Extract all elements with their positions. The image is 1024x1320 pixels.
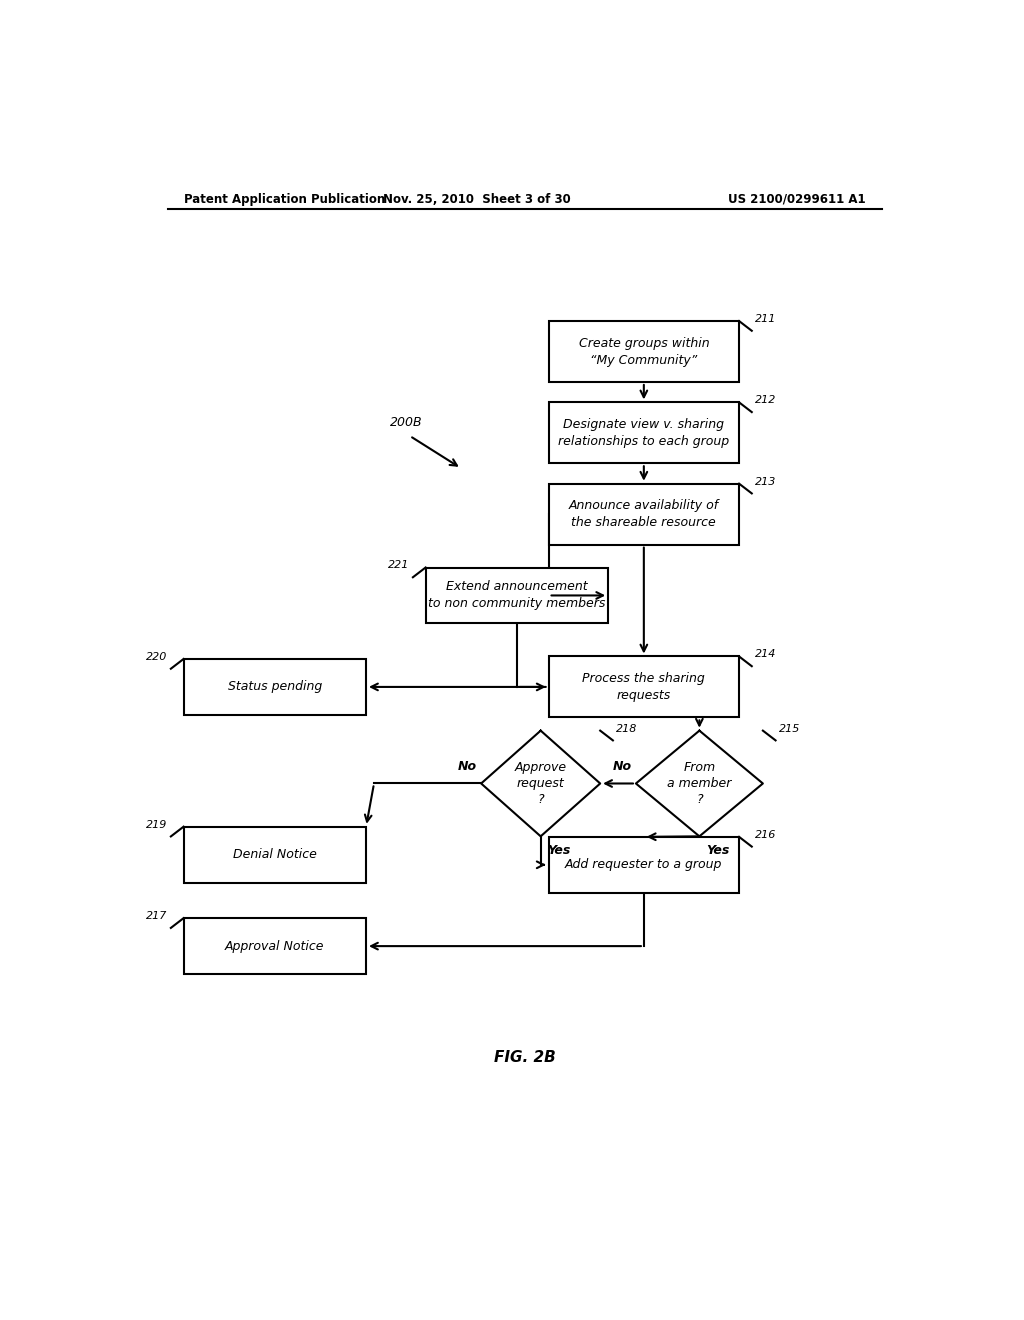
Text: Extend announcement
to non community members: Extend announcement to non community mem…: [428, 581, 605, 610]
Text: 215: 215: [778, 723, 800, 734]
Text: Add requester to a group: Add requester to a group: [565, 858, 723, 871]
Text: Designate view v. sharing
relationships to each group: Designate view v. sharing relationships …: [558, 418, 729, 447]
FancyBboxPatch shape: [183, 659, 367, 715]
Text: From
a member
?: From a member ?: [668, 762, 731, 807]
FancyBboxPatch shape: [549, 483, 739, 545]
Text: Patent Application Publication: Patent Application Publication: [183, 193, 385, 206]
Text: 221: 221: [388, 561, 410, 570]
Text: 220: 220: [146, 652, 168, 661]
Text: 200B: 200B: [390, 416, 423, 429]
Text: FIG. 2B: FIG. 2B: [494, 1051, 556, 1065]
FancyBboxPatch shape: [183, 919, 367, 974]
Text: Process the sharing
requests: Process the sharing requests: [583, 672, 706, 702]
Text: No: No: [612, 760, 632, 774]
Text: 217: 217: [146, 911, 168, 921]
Text: No: No: [458, 760, 477, 774]
FancyBboxPatch shape: [183, 826, 367, 883]
FancyBboxPatch shape: [549, 837, 739, 892]
Text: 219: 219: [146, 820, 168, 830]
Text: Yes: Yes: [706, 845, 729, 858]
Text: 213: 213: [755, 477, 776, 487]
Text: Approval Notice: Approval Notice: [225, 940, 325, 953]
Polygon shape: [636, 731, 763, 837]
Text: 212: 212: [755, 395, 776, 405]
Text: Approve
request
?: Approve request ?: [515, 762, 566, 807]
Text: Nov. 25, 2010  Sheet 3 of 30: Nov. 25, 2010 Sheet 3 of 30: [383, 193, 571, 206]
Polygon shape: [481, 731, 600, 837]
Text: 216: 216: [755, 830, 776, 840]
Text: Create groups within
“My Community”: Create groups within “My Community”: [579, 337, 710, 367]
FancyBboxPatch shape: [549, 403, 739, 463]
Text: 218: 218: [616, 723, 637, 734]
Text: Status pending: Status pending: [227, 680, 322, 693]
Text: Yes: Yes: [547, 845, 570, 858]
Text: Announce availability of
the shareable resource: Announce availability of the shareable r…: [568, 499, 719, 529]
FancyBboxPatch shape: [549, 656, 739, 718]
Text: 211: 211: [755, 314, 776, 323]
FancyBboxPatch shape: [549, 321, 739, 381]
Text: US 2100/0299611 A1: US 2100/0299611 A1: [728, 193, 866, 206]
FancyBboxPatch shape: [426, 568, 608, 623]
Text: Denial Notice: Denial Notice: [232, 849, 316, 861]
Text: 214: 214: [755, 649, 776, 660]
